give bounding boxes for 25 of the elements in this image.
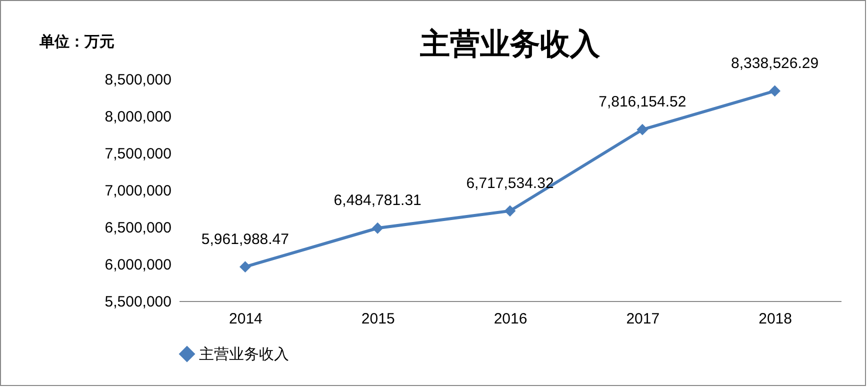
data-label: 8,338,526.29 [731, 54, 819, 72]
point [769, 85, 780, 97]
point [240, 261, 251, 273]
y-tick-label: 6,500,000 [104, 220, 172, 236]
y-tick-label: 7,000,000 [104, 182, 172, 200]
y-tick-label: 7,500,000 [104, 146, 172, 162]
data-label: 5,961,988.47 [201, 230, 289, 248]
legend-label: 主营业务收入 [199, 346, 289, 363]
chart-title: 主营业务收入 [419, 27, 601, 61]
point [636, 124, 648, 136]
x-tick-label: 2017 [626, 310, 660, 328]
data-label: 6,484,781.31 [334, 192, 422, 210]
data-label: 6,717,534.32 [466, 174, 554, 192]
y-tick-label: 5,500,000 [104, 294, 172, 310]
data-label: 7,816,154.52 [598, 94, 686, 111]
x-tick-label: 2016 [494, 310, 528, 328]
x-tick-label: 2015 [361, 310, 395, 328]
point [504, 205, 516, 217]
x-tick-label: 2018 [758, 310, 792, 328]
y-tick-label: 8,000,000 [104, 108, 172, 126]
y-axis-title: 单位：万元 [38, 34, 114, 50]
y-tick-label: 8,500,000 [104, 72, 172, 88]
x-tick-label: 2014 [229, 310, 262, 328]
y-tick-label: 6,000,000 [104, 256, 172, 274]
point [372, 222, 384, 234]
